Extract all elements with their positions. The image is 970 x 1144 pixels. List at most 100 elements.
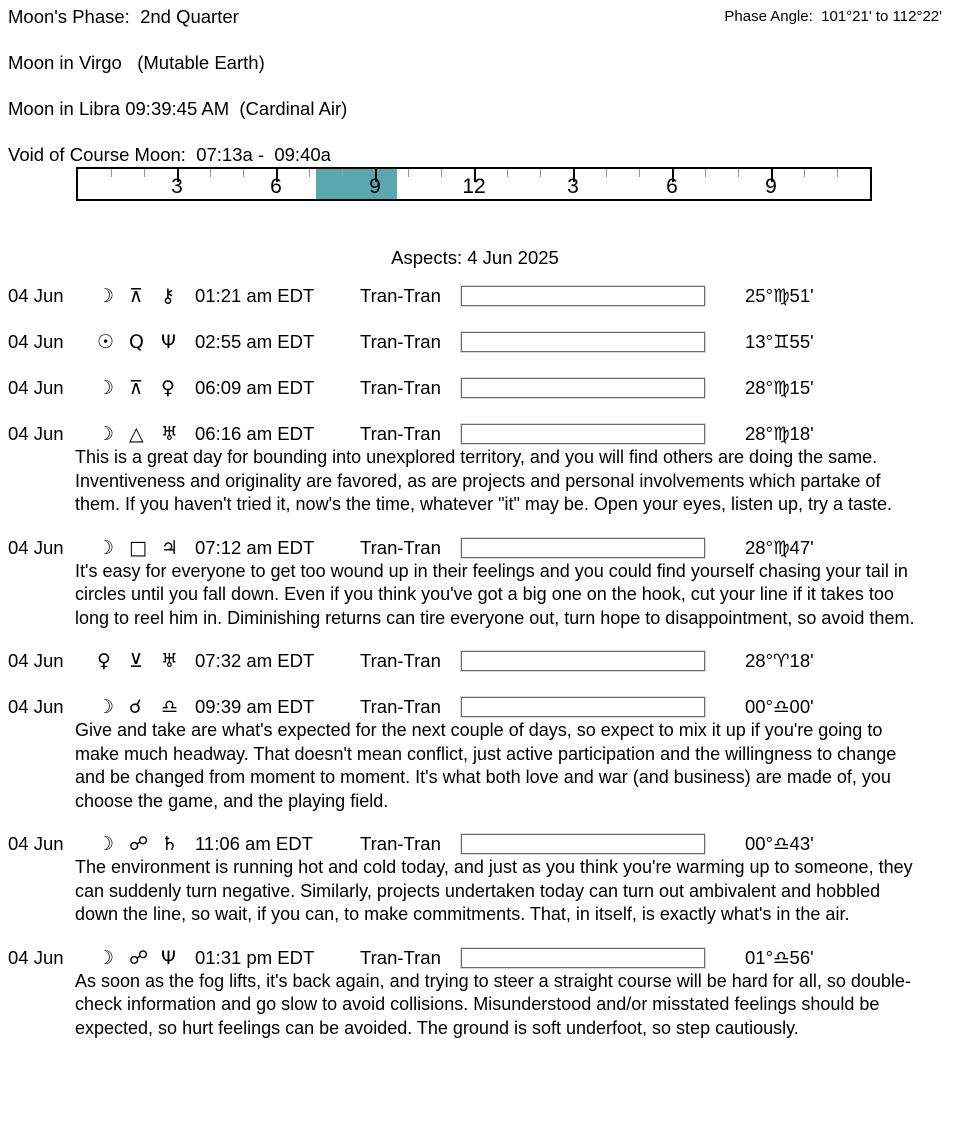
aspect-progress-bar — [461, 834, 705, 854]
aspect-symbols: ☽ ☍ Ψ — [97, 947, 195, 969]
hour-tick — [507, 169, 508, 177]
aspect-row: 04 Jun ☽ ⊼ ♀ 06:09 am EDT Tran-Tran 28°♍… — [0, 377, 970, 399]
aspect-progress-bar — [461, 378, 705, 398]
hour-label: 6 — [270, 175, 282, 198]
venus-icon: ♀ — [161, 377, 175, 399]
moon-icon: ☽ — [97, 285, 115, 307]
position-cell: 28°♈18' — [745, 650, 814, 671]
aspect-note: Give and take are what's expected for th… — [75, 720, 897, 811]
date-cell: 04 Jun — [8, 377, 64, 398]
date-cell: 04 Jun — [8, 946, 64, 968]
venus-icon: ♀ — [97, 650, 111, 672]
aspect-symbols: ☽ △ ♅ — [97, 423, 195, 445]
voc-highlight-region — [316, 169, 397, 199]
position-cell: 00°♎43' — [745, 833, 814, 854]
aspect-progress-bar — [461, 947, 705, 968]
hour-tick — [309, 169, 310, 177]
hour-tick — [474, 169, 476, 182]
uranus-icon: ♅ — [161, 650, 179, 672]
hour-tick — [639, 169, 640, 177]
aspects-list: Aspects: 4 Jun 2025 04 Jun ☽ ⊼ ⚷ 01:21 a… — [0, 247, 970, 1060]
square-icon: □ — [129, 536, 147, 559]
aspect-row: 04 Jun ☉ Q Ψ 02:55 am EDT Tran-Tran 13°♊… — [0, 331, 970, 353]
time-cell: 01:21 am EDT — [195, 285, 315, 306]
type-cell: Tran-Tran — [360, 331, 441, 352]
position-cell: 28°♍18' — [745, 423, 814, 444]
hour-tick — [243, 169, 244, 177]
aspect-symbols: ♀ ⊻ ♅ — [97, 650, 195, 672]
date-cell: 04 Jun — [8, 285, 64, 306]
hour-label: 3 — [567, 175, 579, 198]
libra-icon: ♎ — [161, 696, 179, 718]
hour-label: 12 — [462, 175, 486, 198]
aspect-row: 04 Jun ☽ ☍ Ψ 01:31 pm EDT Tran-Tran 01°♎… — [0, 947, 970, 969]
hour-tick — [771, 169, 773, 182]
moon-icon: ☽ — [97, 377, 115, 399]
neptune-icon: Ψ — [161, 331, 176, 353]
type-cell: Tran-Tran — [360, 536, 441, 558]
hour-tick — [341, 169, 343, 177]
hour-tick — [540, 169, 541, 177]
moon-icon: ☽ — [97, 946, 115, 969]
jupiter-icon: ♃ — [161, 536, 179, 559]
trine-icon: △ — [129, 423, 144, 445]
aspect-row: 04 Jun ☽ □ ♃ 07:12 am EDT Tran-Tran 28°♍… — [0, 537, 970, 559]
type-cell: Tran-Tran — [360, 833, 441, 854]
quintile-icon: Q — [129, 331, 144, 353]
hour-tick — [605, 169, 607, 177]
position-cell: 13°♊55' — [745, 331, 814, 352]
aspect-progress-bar — [461, 537, 705, 558]
time-cell: 02:55 am EDT — [195, 331, 315, 352]
moon-icon: ☽ — [97, 696, 115, 718]
voc-24hour-ruler: 3 6 9 12 3 6 9 — [76, 167, 872, 201]
aspect-symbols: ☽ ☌ ♎ — [97, 696, 195, 718]
aspect-row: 04 Jun ☽ △ ♅ 06:16 am EDT Tran-Tran 28°♍… — [0, 423, 970, 445]
aspect-progress-bar — [461, 424, 705, 444]
hour-tick — [209, 169, 211, 177]
aspect-symbols: ☽ ⊼ ⚷ — [97, 285, 195, 307]
time-cell: 09:39 am EDT — [195, 696, 315, 717]
hour-tick — [408, 169, 409, 177]
hour-tick — [738, 169, 739, 177]
aspect-progress-bar — [461, 697, 705, 717]
type-cell: Tran-Tran — [360, 377, 441, 398]
date-cell: 04 Jun — [8, 331, 64, 352]
aspect-symbols: ☽ □ ♃ — [97, 537, 195, 559]
aspect-row: 04 Jun ☽ ⊼ ⚷ 01:21 am EDT Tran-Tran 25°♍… — [0, 285, 970, 307]
moon-icon: ☽ — [97, 423, 115, 445]
void-of-course-line: Void of Course Moon: 07:13a - 09:40a — [8, 144, 331, 165]
type-cell: Tran-Tran — [360, 285, 441, 306]
time-cell: 06:09 am EDT — [195, 377, 315, 398]
aspect-row: 04 Jun ☽ ☍ ♄ 11:06 am EDT Tran-Tran 00°♎… — [0, 833, 970, 855]
aspect-note: As soon as the fog lifts, it's back agai… — [75, 970, 911, 1038]
aspect-note: It's easy for everyone to get too wound … — [75, 560, 915, 628]
aspect-symbols: ☽ ⊼ ♀ — [97, 377, 195, 399]
position-cell: 28°♍15' — [745, 377, 814, 398]
date-cell: 04 Jun — [8, 650, 64, 671]
aspect-row: 04 Jun ☽ ☌ ♎ 09:39 am EDT Tran-Tran 00°♎… — [0, 696, 970, 718]
aspect-note: This is a great day for bounding into un… — [75, 447, 893, 514]
hour-tick — [177, 169, 179, 182]
quincunx-icon: ⊼ — [129, 285, 143, 307]
aspect-progress-bar — [461, 286, 705, 306]
hour-tick — [276, 169, 278, 182]
type-cell: Tran-Tran — [360, 650, 441, 671]
moon-phase-line: Moon's Phase: 2nd Quarter — [8, 6, 239, 27]
position-cell: 25°♍51' — [745, 285, 814, 306]
time-cell: 06:16 am EDT — [195, 423, 315, 444]
moon-sign-line: Moon in Virgo (Mutable Earth) — [8, 52, 265, 73]
opposition-icon: ☍ — [129, 946, 149, 969]
time-cell: 07:32 am EDT — [195, 650, 315, 671]
hour-tick — [704, 169, 706, 177]
aspect-progress-bar — [461, 651, 705, 671]
opposition-icon: ☍ — [129, 833, 149, 855]
type-cell: Tran-Tran — [360, 946, 441, 968]
position-cell: 00°♎00' — [745, 696, 814, 717]
hour-label: 9 — [369, 175, 381, 198]
quincunx-icon: ⊼ — [129, 377, 143, 399]
type-cell: Tran-Tran — [360, 423, 441, 444]
moon-icon: ☽ — [97, 536, 115, 559]
hour-tick — [441, 169, 442, 177]
hour-tick — [672, 169, 674, 182]
